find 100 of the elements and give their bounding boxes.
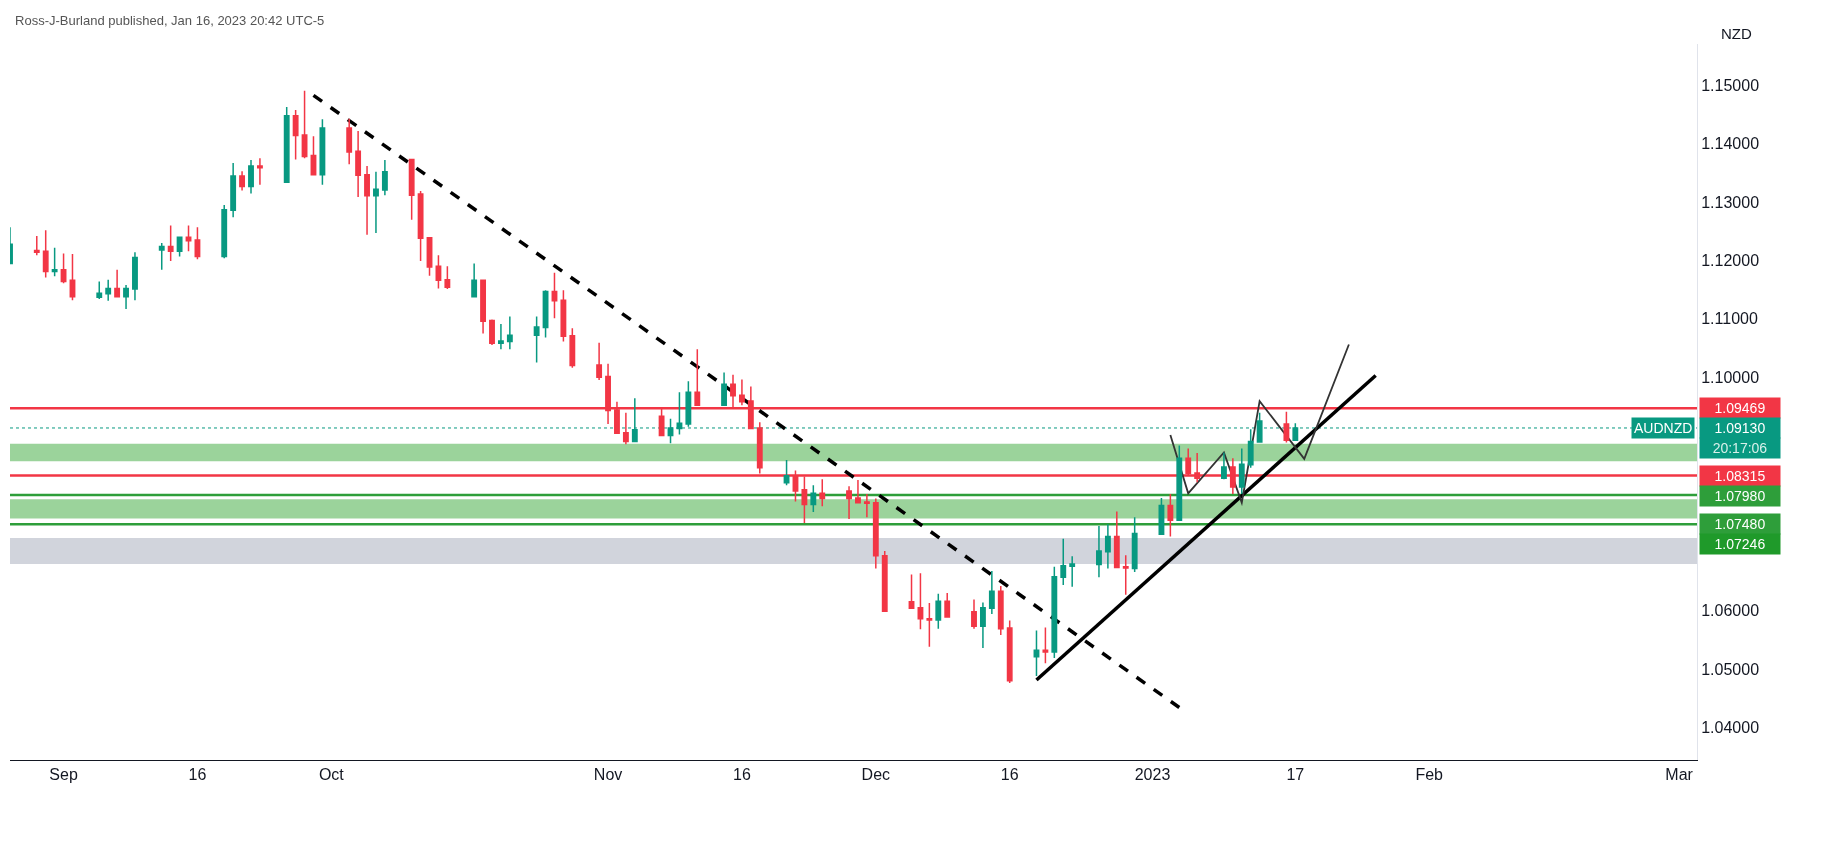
ref-line-label: 1.09130 xyxy=(1714,420,1766,436)
candlestick xyxy=(1122,554,1129,596)
candlestick xyxy=(1096,525,1102,579)
candlestick xyxy=(1220,451,1227,481)
candlestick xyxy=(533,315,540,364)
candlestick xyxy=(33,235,40,256)
candlestick xyxy=(810,484,817,513)
x-tick-label: Nov xyxy=(593,766,623,784)
ref-line-label: 1.08315 xyxy=(1714,468,1766,484)
candlestick xyxy=(301,89,308,160)
candlestick xyxy=(926,602,933,648)
candlestick xyxy=(971,598,977,630)
candlestick xyxy=(1006,619,1013,684)
candlestick xyxy=(551,272,558,320)
x-tick-label: 16 xyxy=(1000,766,1019,784)
candlestick xyxy=(248,159,254,195)
candlestick xyxy=(132,251,138,301)
ref-line-label: 1.09469 xyxy=(1714,400,1766,416)
candlestick xyxy=(908,573,915,610)
candlestick xyxy=(569,327,576,369)
candlestick xyxy=(1060,538,1067,586)
candlestick xyxy=(596,342,603,381)
candlestick xyxy=(346,117,353,165)
candlestick xyxy=(283,106,290,184)
candlestick xyxy=(417,190,424,262)
candlestick xyxy=(560,289,567,343)
candlestick xyxy=(1069,555,1076,588)
y-tick-label: 1.14000 xyxy=(1701,135,1760,153)
y-tick-label: 1.05000 xyxy=(1701,660,1760,678)
text: 20:17:06 xyxy=(1712,440,1768,456)
candlestick xyxy=(480,279,487,335)
candlestick xyxy=(622,412,629,446)
candlestick xyxy=(1051,566,1058,659)
candlestick xyxy=(355,130,362,198)
y-tick-label: 1.11000 xyxy=(1701,310,1758,328)
candlestick xyxy=(1283,410,1290,444)
candlestick xyxy=(917,572,924,631)
candlestick xyxy=(167,224,174,262)
candlestick xyxy=(444,265,451,290)
candlestick xyxy=(872,497,879,570)
candlestick xyxy=(1167,493,1174,538)
x-tick-label: Sep xyxy=(49,766,78,784)
candlestick xyxy=(997,585,1004,636)
candlestick xyxy=(819,478,826,507)
y-tick-label: 1.04000 xyxy=(1701,718,1760,736)
candlestick xyxy=(381,159,388,196)
candlestick xyxy=(738,378,745,406)
candlestick xyxy=(863,493,870,518)
y-tick-label: 1.12000 xyxy=(1701,252,1760,270)
candlestick xyxy=(239,170,246,192)
candlestick xyxy=(979,601,986,649)
x-tick-label: 16 xyxy=(188,766,207,784)
candlestick xyxy=(256,157,263,186)
y-tick-label: 1.06000 xyxy=(1701,602,1760,620)
ref-line-label: 1.07980 xyxy=(1714,488,1766,504)
candlestick xyxy=(1104,523,1111,570)
candlestick xyxy=(364,165,370,236)
candlestick xyxy=(1238,447,1245,495)
candlestick xyxy=(51,246,58,277)
candlestick xyxy=(158,242,165,271)
candlestick xyxy=(471,262,478,298)
candlestick xyxy=(944,592,951,618)
candlestick xyxy=(42,229,49,279)
candlestick xyxy=(988,570,995,615)
x-tick-label: Dec xyxy=(861,766,891,784)
candlestick xyxy=(123,284,129,310)
candlestick xyxy=(408,158,415,221)
chart-title: Ross-J-Burland published, Jan 16, 2023 20:42 UTC-5 xyxy=(15,12,325,28)
band-label: 1.07246 xyxy=(1714,536,1766,552)
x-tick-label: Feb xyxy=(1415,766,1444,784)
candlestick xyxy=(1247,428,1254,469)
candlestick xyxy=(855,479,861,504)
candlestick xyxy=(721,371,728,406)
candlestick xyxy=(373,171,379,234)
x-tick-label: 16 xyxy=(733,766,751,784)
candlestick xyxy=(783,459,790,486)
candlestick xyxy=(96,280,103,300)
x-tick-label: 17 xyxy=(1286,766,1305,784)
candlestick xyxy=(1176,444,1183,521)
candlestick xyxy=(506,315,513,350)
candlestick xyxy=(319,118,326,186)
candlestick xyxy=(185,224,192,252)
candlestick xyxy=(935,592,942,630)
candlestick xyxy=(1042,626,1049,664)
x-tick-label: Mar xyxy=(1665,766,1694,784)
x-tick-label: 2023 xyxy=(1134,766,1171,784)
y-axis-title: NZD xyxy=(1721,25,1752,42)
candlestick xyxy=(221,204,228,259)
ref-line-label: 1.07480 xyxy=(1714,516,1766,532)
line-series xyxy=(1169,343,1350,504)
y-tick-label: 1.13000 xyxy=(1701,193,1760,211)
y-tick-label: 1.10000 xyxy=(1701,368,1760,386)
candlestick xyxy=(881,550,888,612)
candlestick xyxy=(292,109,299,161)
candlestick xyxy=(489,318,495,346)
candlestick xyxy=(1033,629,1040,677)
candlestick xyxy=(846,485,852,520)
candlestick xyxy=(1113,510,1120,569)
candlestick xyxy=(230,162,237,219)
candlestick xyxy=(497,323,504,350)
